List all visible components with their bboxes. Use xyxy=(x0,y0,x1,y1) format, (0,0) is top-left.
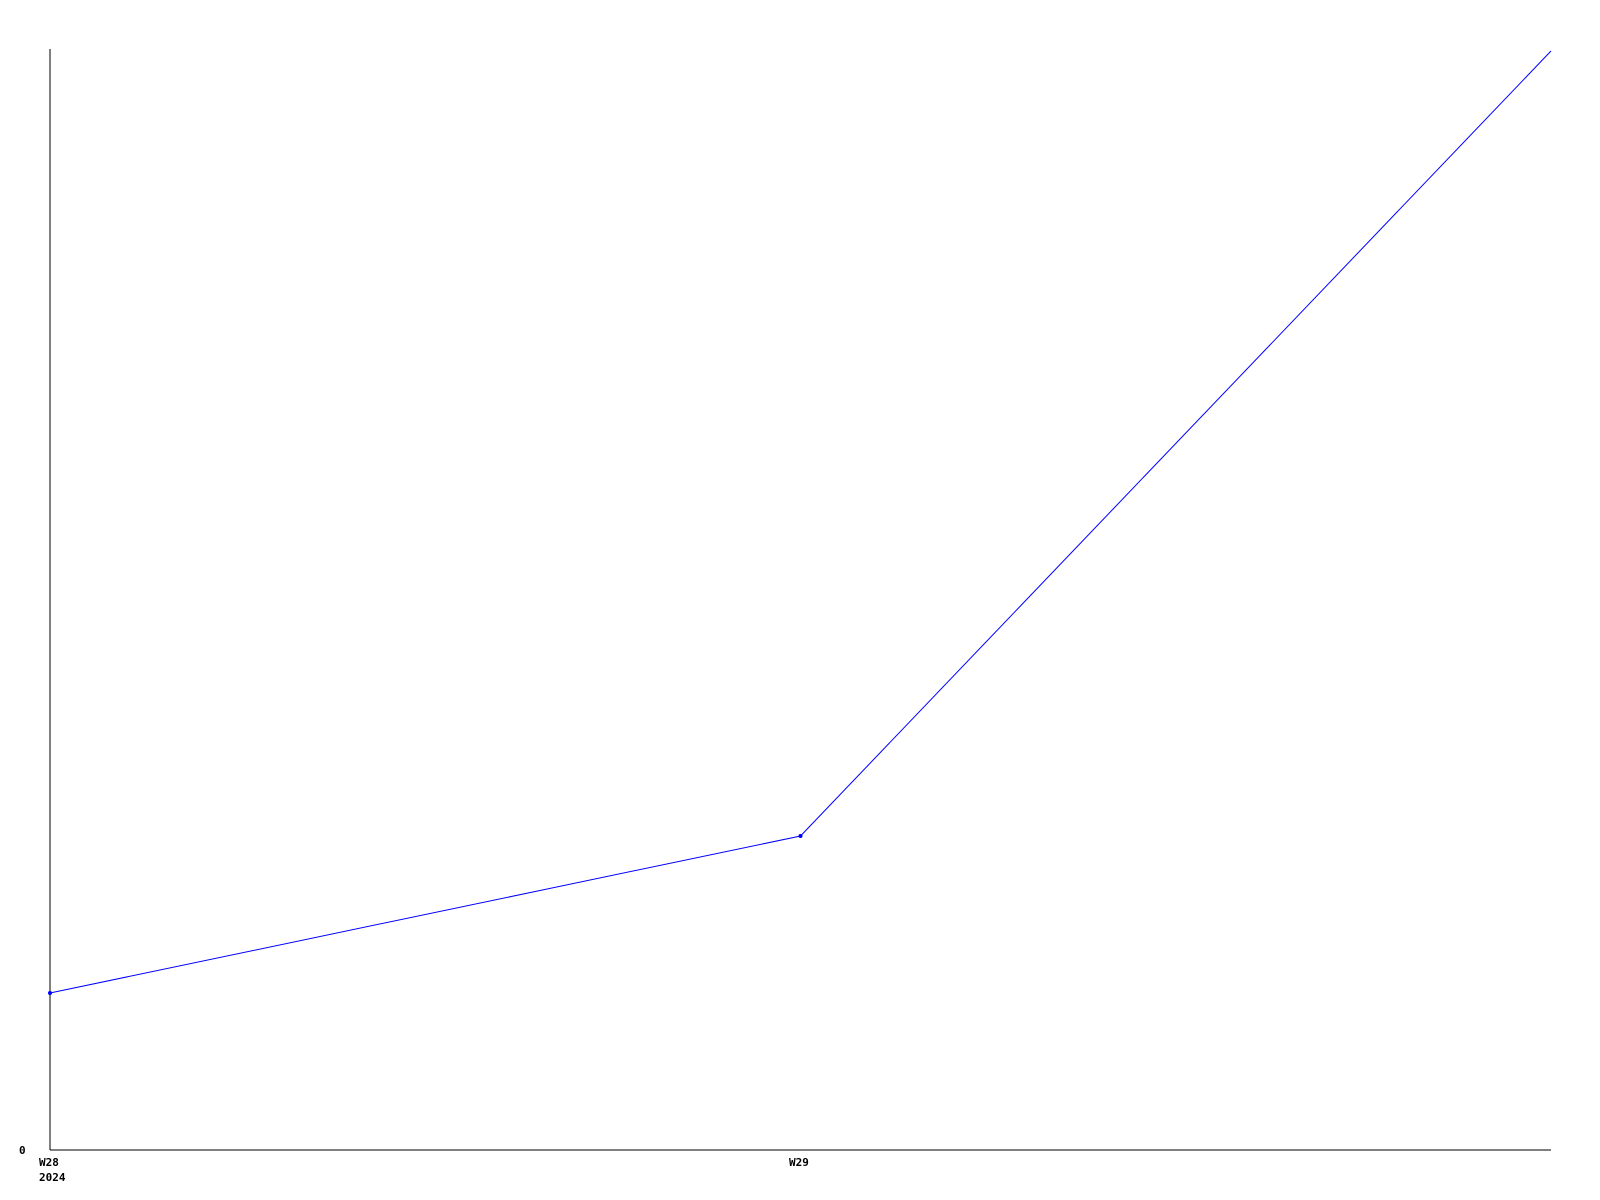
x-tick-label-w29: W29 xyxy=(789,1156,809,1169)
x-tick-label-w28: W28 xyxy=(39,1156,59,1169)
data-point-0 xyxy=(48,991,52,995)
y-tick-label-0: 0 xyxy=(19,1144,26,1157)
series-line-0 xyxy=(49,50,1552,994)
x-year-label: 2024 xyxy=(39,1171,66,1184)
data-point-1 xyxy=(798,834,803,838)
